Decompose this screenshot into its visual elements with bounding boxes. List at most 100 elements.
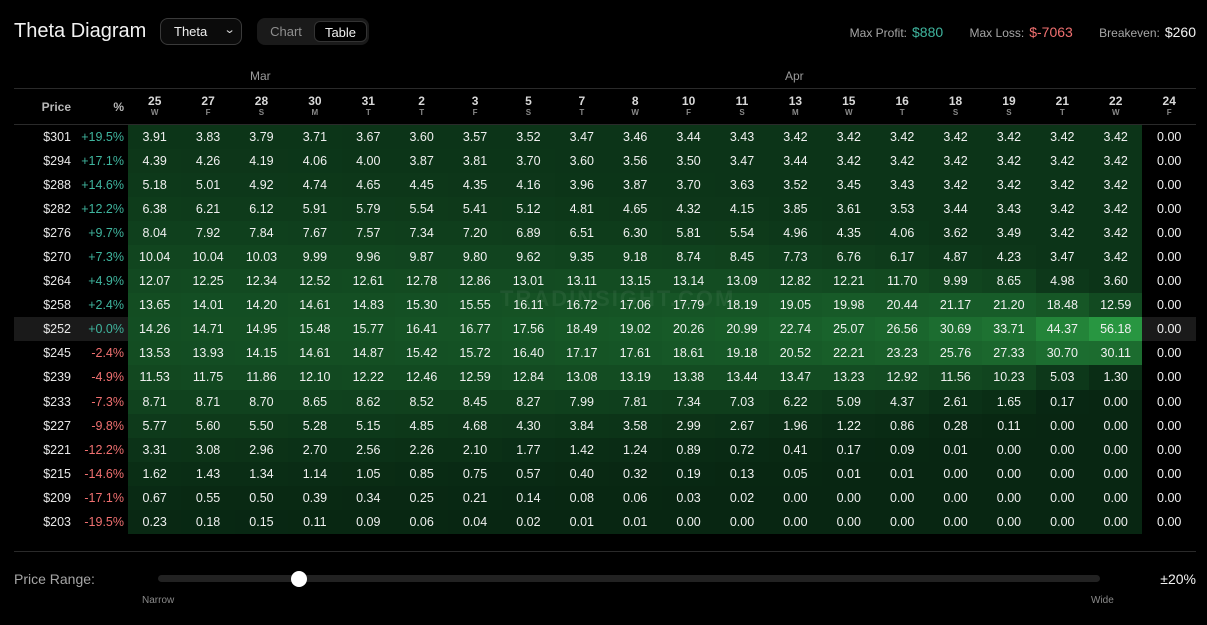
table-cell: 0.08 xyxy=(555,485,609,510)
table-row: $239 -4.9% 11.53 11.75 11.86 12.10 12.22 12.46 1… xyxy=(14,365,1196,390)
table-cell: 0.00 xyxy=(768,485,823,510)
table-cell: 3.60 xyxy=(555,148,609,173)
table-cell: 8.74 xyxy=(661,244,716,270)
date-day: 8 xyxy=(631,94,639,108)
table-cell: 12.25 xyxy=(181,269,235,294)
table-cell: 13.65 xyxy=(128,293,182,318)
watermark: TRADINSIGHT.COM xyxy=(500,286,736,311)
table-cell: 3.84 xyxy=(555,413,609,438)
table-cell: 0.00 xyxy=(1089,413,1143,438)
date-header: 19 S xyxy=(982,88,1036,125)
table-cell: 1.30 xyxy=(1089,365,1143,390)
date-weekday: S xyxy=(525,108,532,117)
table-cell: 3.42 xyxy=(1089,124,1143,149)
table-row: $276 +9.7% 8.04 7.92 7.84 7.67 7.57 7.34 7.20 6.8… xyxy=(14,220,1196,245)
toggle-chart-button[interactable]: Chart xyxy=(270,24,302,39)
table-body: $301 +19.5% 3.91 3.83 3.79 3.71 3.67 3.60 3.57 3.… xyxy=(14,124,1196,535)
table-cell: 21.17 xyxy=(928,293,983,318)
table-cell: 0.50 xyxy=(234,485,289,510)
table-cell: 3.42 xyxy=(1035,148,1090,173)
table-row: $258 +2.4% 13.65 14.01 14.20 14.61 14.83 15.30 1… xyxy=(14,293,1196,318)
table-cell: 12.52 xyxy=(288,269,342,294)
greek-select-value: Theta xyxy=(174,24,208,39)
table-cell: 0.09 xyxy=(341,510,395,535)
table-cell: 10.04 xyxy=(181,244,235,270)
breakeven-label: Breakeven: xyxy=(1099,26,1160,40)
table-cell: 0.25 xyxy=(394,485,449,510)
table-cell: 6.38 xyxy=(128,196,182,221)
table-cell: 30.69 xyxy=(928,317,983,342)
table-cell: 15.72 xyxy=(448,341,502,366)
table-cell: 3.43 xyxy=(875,172,929,197)
table-cell: 14.71 xyxy=(181,317,235,342)
table-cell: 17.79 xyxy=(661,293,716,318)
table-cell: 1.77 xyxy=(501,437,556,462)
table-cell: 7.34 xyxy=(394,220,449,245)
table-cell: 0.00 xyxy=(1142,124,1196,149)
table-cell: 0.85 xyxy=(394,461,449,486)
table-cell: 3.52 xyxy=(501,124,556,149)
table-cell: 3.42 xyxy=(982,172,1036,197)
table-cell: 5.50 xyxy=(234,413,289,438)
table-cell: 0.28 xyxy=(928,413,983,438)
table-cell: 5.15 xyxy=(341,413,395,438)
toggle-table-button[interactable]: Table xyxy=(314,21,367,42)
table-cell: 0.00 xyxy=(875,485,929,510)
table-cell: 19.02 xyxy=(608,317,662,342)
table-cell: 16.41 xyxy=(394,317,449,342)
table-cell: 4.15 xyxy=(715,196,769,221)
date-weekday: W xyxy=(844,108,853,117)
date-header: 13 M xyxy=(768,88,823,125)
row-price: $270 xyxy=(43,250,71,265)
table-cell: 14.61 xyxy=(288,341,342,366)
row-price: $203 xyxy=(43,515,71,530)
table-cell: 11.53 xyxy=(128,365,182,390)
table-cell: 0.00 xyxy=(1089,389,1143,414)
table-cell: 3.85 xyxy=(768,196,823,221)
price-range-slider-track[interactable] xyxy=(158,575,1100,582)
date-weekday: S xyxy=(1006,108,1012,117)
table-cell: 7.20 xyxy=(448,220,502,245)
price-range-slider-thumb[interactable] xyxy=(291,571,308,587)
table-cell: 5.09 xyxy=(822,389,876,414)
table-cell: 15.30 xyxy=(394,293,449,318)
table-cell: 0.00 xyxy=(1142,413,1196,438)
month-row: Mar Apr xyxy=(14,64,1196,88)
table-cell: 2.99 xyxy=(661,413,716,438)
row-price: $209 xyxy=(43,490,71,505)
table-row: $252 +0.0% 14.26 14.71 14.95 15.48 15.77 16.41 1… xyxy=(14,317,1196,342)
date-header: 30 M xyxy=(288,88,342,125)
greek-select[interactable]: Theta ⌄ xyxy=(160,18,242,45)
date-day: 5 xyxy=(525,94,532,108)
table-row: $282 +12.2% 6.38 6.21 6.12 5.91 5.79 5.54 5.41 5.… xyxy=(14,196,1196,221)
table-cell: 3.57 xyxy=(448,124,502,149)
date-header: 18 S xyxy=(928,88,983,125)
table-row: $227 -9.8% 5.77 5.60 5.50 5.28 5.15 4.85 4.68 4.3… xyxy=(14,413,1196,438)
table-row: $264 +4.9% 12.07 12.25 12.34 12.52 12.61 12.78 1… xyxy=(14,269,1196,294)
table-cell: 0.00 xyxy=(1089,510,1143,535)
table-cell: 3.47 xyxy=(715,148,769,173)
table-cell: 7.84 xyxy=(234,220,289,245)
table-cell: 4.06 xyxy=(288,148,342,173)
date-weekday: W xyxy=(631,108,639,117)
table-cell: 7.81 xyxy=(608,389,662,414)
table-cell: 8.52 xyxy=(394,389,449,414)
table-cell: 0.00 xyxy=(1142,461,1196,486)
table-cell: 0.00 xyxy=(1089,437,1143,462)
table-cell: 9.99 xyxy=(928,269,983,294)
table-cell: 3.50 xyxy=(661,148,716,173)
date-header: 31 T xyxy=(341,88,395,125)
table-cell: 3.42 xyxy=(1089,172,1143,197)
table-cell: 3.08 xyxy=(181,437,235,462)
row-pct: -19.5% xyxy=(84,515,124,530)
table-cell: 18.19 xyxy=(715,293,769,318)
table-cell: 9.18 xyxy=(608,244,662,270)
table-cell: 5.79 xyxy=(341,196,395,221)
table-cell: 3.70 xyxy=(661,172,716,197)
table-cell: 0.00 xyxy=(1035,461,1090,486)
table-cell: 14.01 xyxy=(181,293,235,318)
row-pct: +4.9% xyxy=(88,274,124,289)
